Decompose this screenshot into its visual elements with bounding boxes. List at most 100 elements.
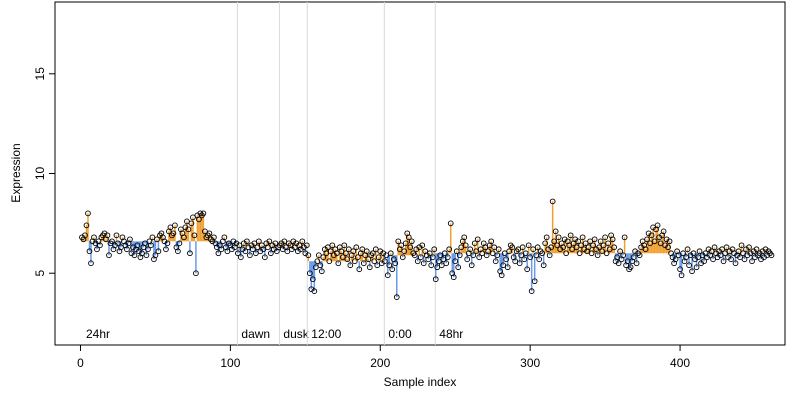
data-point bbox=[372, 246, 379, 253]
data-point bbox=[395, 238, 402, 245]
data-point bbox=[434, 264, 441, 271]
data-point bbox=[606, 246, 613, 253]
data-point bbox=[405, 234, 412, 241]
data-point bbox=[495, 246, 502, 253]
data-point bbox=[260, 246, 267, 253]
data-point bbox=[723, 244, 730, 251]
data-point bbox=[600, 242, 607, 249]
data-point bbox=[753, 246, 760, 253]
data-point bbox=[494, 252, 501, 259]
data-point bbox=[353, 244, 360, 251]
data-point bbox=[749, 258, 755, 265]
data-point bbox=[678, 272, 685, 279]
data-point bbox=[163, 246, 169, 253]
data-point bbox=[741, 256, 748, 263]
data-point bbox=[211, 234, 217, 241]
data-point bbox=[185, 226, 192, 233]
data-point bbox=[115, 240, 121, 247]
data-point bbox=[167, 224, 174, 231]
data-point bbox=[531, 278, 538, 285]
data-point bbox=[582, 240, 589, 247]
data-point bbox=[262, 254, 268, 261]
data-point bbox=[224, 248, 231, 255]
segment-label: 24hr bbox=[86, 327, 110, 341]
segment-label: dawn bbox=[241, 327, 270, 341]
data-point bbox=[333, 250, 340, 257]
data-point bbox=[546, 252, 553, 259]
data-point bbox=[453, 248, 460, 255]
data-point bbox=[154, 236, 160, 243]
y-tick-label: 15 bbox=[33, 67, 47, 81]
data-point bbox=[636, 252, 643, 259]
data-point bbox=[569, 246, 575, 253]
data-point bbox=[253, 250, 259, 257]
data-point bbox=[617, 248, 623, 255]
data-point bbox=[323, 250, 330, 257]
data-point bbox=[548, 244, 555, 251]
data-point bbox=[500, 262, 507, 269]
data-point bbox=[611, 244, 617, 251]
data-point bbox=[455, 264, 462, 271]
data-point bbox=[250, 246, 256, 253]
data-point bbox=[187, 250, 193, 257]
data-point bbox=[519, 244, 526, 251]
data-point bbox=[414, 258, 421, 265]
data-point bbox=[479, 250, 486, 257]
data-point bbox=[722, 250, 728, 257]
data-point bbox=[768, 252, 775, 259]
data-point bbox=[576, 250, 583, 257]
data-point bbox=[426, 250, 433, 257]
data-point bbox=[360, 260, 367, 267]
data-point bbox=[452, 258, 459, 265]
data-point bbox=[642, 246, 649, 253]
data-point bbox=[719, 246, 725, 253]
data-point bbox=[591, 236, 598, 243]
data-point bbox=[318, 268, 325, 275]
y-tick-label: 5 bbox=[33, 270, 47, 277]
data-point bbox=[142, 240, 148, 247]
data-point bbox=[492, 258, 499, 265]
data-point bbox=[387, 250, 394, 257]
data-point bbox=[435, 258, 442, 265]
data-point bbox=[468, 262, 475, 269]
data-point bbox=[441, 250, 448, 257]
data-point bbox=[338, 248, 345, 255]
data-point bbox=[88, 260, 94, 267]
data-point bbox=[196, 216, 202, 223]
data-point bbox=[482, 244, 489, 251]
data-point bbox=[311, 288, 318, 295]
data-point bbox=[244, 238, 250, 245]
data-point bbox=[603, 250, 610, 257]
data-point bbox=[470, 252, 477, 259]
data-point bbox=[256, 238, 262, 245]
data-point bbox=[317, 262, 324, 269]
data-point bbox=[124, 246, 130, 253]
data-point bbox=[428, 262, 435, 269]
data-point bbox=[104, 232, 111, 239]
data-point bbox=[381, 258, 388, 265]
data-point bbox=[339, 254, 346, 261]
data-point bbox=[462, 242, 469, 249]
data-point bbox=[82, 232, 88, 239]
data-point bbox=[518, 252, 525, 259]
data-point bbox=[408, 238, 415, 245]
x-tick-label: 0 bbox=[77, 356, 84, 370]
data-point bbox=[657, 240, 664, 247]
data-point bbox=[371, 258, 378, 265]
data-point bbox=[152, 252, 159, 259]
data-point bbox=[567, 232, 574, 239]
segment-label: dusk bbox=[283, 327, 309, 341]
y-tick-label: 10 bbox=[33, 167, 47, 181]
data-point bbox=[686, 262, 692, 269]
data-point bbox=[447, 220, 454, 227]
data-point bbox=[590, 242, 596, 249]
data-point bbox=[684, 246, 691, 253]
data-point bbox=[654, 222, 661, 229]
data-point bbox=[155, 248, 162, 255]
data-point bbox=[665, 244, 671, 251]
x-tick-label: 200 bbox=[370, 356, 390, 370]
data-point bbox=[236, 242, 243, 249]
data-point bbox=[467, 246, 474, 253]
data-point bbox=[588, 250, 595, 257]
data-point bbox=[683, 254, 689, 261]
